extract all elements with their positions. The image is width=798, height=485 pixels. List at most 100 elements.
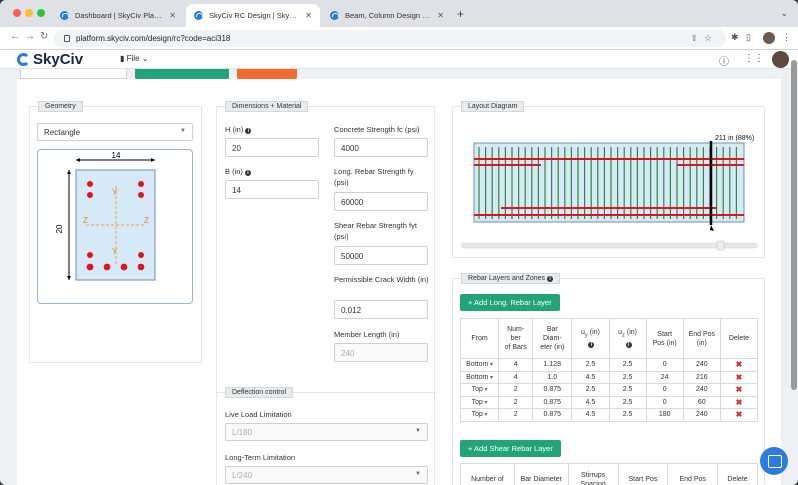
end-pos-cell[interactable]: 216 (682, 370, 721, 384)
delete-row-button[interactable]: ✖ (719, 358, 759, 372)
skyciv-logo-icon (17, 53, 30, 66)
position-slider-track[interactable] (460, 242, 758, 249)
delete-row-button[interactable]: ✖ (719, 370, 759, 384)
skyciv-logo[interactable]: SkyCiv (17, 51, 83, 68)
end-pos-cell[interactable]: 240 (682, 408, 721, 422)
number-of-bars-cell[interactable]: 2 (498, 408, 534, 422)
add-long-rebar-button[interactable]: + Add Long. Rebar Layer (460, 294, 560, 311)
uy-cell[interactable]: 2.5 (571, 358, 610, 372)
extensions-icon[interactable]: ✱ (731, 32, 739, 42)
forward-icon[interactable]: → (25, 31, 35, 42)
top-green-button-partial[interactable] (135, 69, 229, 79)
table-row: Top ▾ 2 0.875 4.5 2.5 0 60 ✖ (459, 395, 759, 409)
delete-row-button[interactable]: ✖ (719, 383, 759, 397)
uz-cell[interactable]: 2.5 (608, 358, 647, 372)
info-icon[interactable]: i (244, 170, 251, 176)
minimize-window-button[interactable] (25, 9, 33, 17)
cursor-position-label: 211 in (88%) (715, 135, 754, 142)
h-input[interactable]: 20 (225, 138, 319, 157)
fyt-input[interactable]: 50000 (334, 246, 428, 265)
top-field-partial[interactable] (20, 69, 127, 79)
b-input[interactable]: 14 (225, 180, 319, 199)
delete-icon[interactable]: ✖ (735, 360, 743, 370)
bar-diameter-cell[interactable]: 1.0 (532, 370, 573, 384)
fc-input[interactable]: 4000 (334, 138, 428, 157)
z-axis-label: Z (144, 216, 149, 225)
fy-input[interactable]: 60000 (334, 192, 428, 211)
close-tab-icon[interactable]: ✕ (437, 11, 444, 20)
bar-diameter-cell[interactable]: 0.875 (532, 408, 573, 422)
number-of-bars-cell[interactable]: 2 (498, 395, 534, 409)
number-of-bars-cell[interactable]: 4 (498, 370, 534, 384)
share-star-icons[interactable]: ⇪☆ (690, 33, 718, 43)
delete-icon[interactable]: ✖ (735, 410, 743, 420)
info-icon[interactable]: i (547, 276, 554, 282)
side-panel-icon[interactable]: ▯ (746, 32, 751, 42)
end-pos-cell[interactable]: 240 (682, 358, 721, 372)
from-select[interactable]: Top ▾ (459, 408, 500, 422)
bar-diameter-cell[interactable]: 1.128 (532, 358, 573, 372)
delete-icon[interactable]: ✖ (735, 397, 743, 407)
from-select[interactable]: Bottom ▾ (459, 370, 500, 384)
close-window-button[interactable] (13, 9, 21, 17)
long-rebar-rows: Bottom ▾ 4 1.128 2.5 2.5 0 240 ✖ Bottom ▾ 4 1.0 4.5… (459, 358, 759, 422)
delete-icon[interactable]: ✖ (735, 372, 743, 382)
maximize-window-button[interactable] (37, 9, 45, 17)
deflection-panel: Deflection control Live Load Limitation … (216, 387, 435, 485)
from-select[interactable]: Top ▾ (459, 395, 500, 409)
chevron-down-icon: ▾ (482, 387, 488, 394)
tab-beam-column[interactable]: Beam, Column Design – Standa ✕ (322, 4, 452, 27)
member-length-input: 240 (334, 343, 428, 362)
from-select[interactable]: Bottom ▾ (459, 358, 500, 372)
info-icon[interactable]: i (625, 342, 632, 349)
profile-avatar-icon[interactable] (763, 32, 775, 44)
info-icon[interactable]: i (245, 128, 252, 134)
tab-search-chevron-icon[interactable]: ⌄ (780, 8, 788, 18)
bar-diameter-cell[interactable]: 0.875 (532, 383, 573, 397)
add-shear-rebar-button[interactable]: + Add Shear Rebar Layer (460, 440, 561, 457)
new-tab-icon[interactable]: + (457, 7, 465, 21)
crack-input[interactable]: 0.012 (334, 300, 428, 319)
uy-cell[interactable]: 4.5 (571, 370, 610, 384)
user-avatar[interactable] (772, 51, 789, 68)
help-icon[interactable]: ⓘ (719, 57, 729, 68)
uy-cell[interactable]: 4.5 (571, 395, 610, 409)
reload-icon[interactable]: ↻ (40, 31, 49, 42)
address-bar[interactable]: platform.skyciv.com/design/rc?code=aci31… (54, 30, 726, 47)
tab-dashboard[interactable]: Dashboard | SkyCiv Platform ✕ (52, 4, 184, 27)
position-slider-handle[interactable] (716, 240, 725, 251)
close-tab-icon[interactable]: ✕ (305, 11, 312, 20)
number-of-bars-cell[interactable]: 2 (498, 383, 534, 397)
file-menu[interactable]: ▮ File ⌄ (120, 54, 149, 63)
info-icon[interactable]: i (588, 342, 595, 349)
back-icon[interactable]: ← (10, 31, 20, 42)
from-select[interactable]: Top ▾ (459, 383, 500, 397)
delete-icon[interactable]: ✖ (735, 385, 743, 395)
tab-rc-design[interactable]: SkyCiv RC Design | SkyCiv Platform ✕ (186, 4, 320, 27)
close-tab-icon[interactable]: ✕ (169, 11, 176, 20)
start-pos-cell[interactable]: 0 (645, 395, 684, 409)
end-pos-cell[interactable]: 240 (682, 383, 721, 397)
start-pos-cell[interactable]: 24 (645, 370, 684, 384)
uz-cell[interactable]: 2.5 (608, 408, 647, 422)
page-scrollbar[interactable] (791, 60, 797, 390)
uy-cell[interactable]: 2.5 (571, 383, 610, 397)
uz-cell[interactable]: 2.5 (608, 395, 647, 409)
apps-grid-icon[interactable]: ⋮⋮ (744, 53, 764, 64)
start-pos-cell[interactable]: 180 (645, 408, 684, 422)
shape-select[interactable]: Rectangle ▼ (37, 123, 193, 141)
number-of-bars-cell[interactable]: 4 (498, 358, 534, 372)
top-orange-button-partial[interactable] (237, 69, 297, 79)
app-page: SkyCiv ▮ File ⌄ ⓘ ⋮⋮ Geometry Rectangle … (0, 50, 798, 485)
start-pos-cell[interactable]: 0 (645, 358, 684, 372)
end-pos-cell[interactable]: 60 (682, 395, 721, 409)
delete-row-button[interactable]: ✖ (719, 395, 759, 409)
uz-cell[interactable]: 2.5 (608, 370, 647, 384)
bar-diameter-cell[interactable]: 0.875 (532, 395, 573, 409)
start-pos-cell[interactable]: 0 (645, 383, 684, 397)
browser-menu-icon[interactable]: ⋮ (782, 32, 791, 42)
chat-support-button[interactable] (760, 447, 788, 475)
uy-cell[interactable]: 4.5 (571, 408, 610, 422)
uz-cell[interactable]: 2.5 (608, 383, 647, 397)
delete-row-button[interactable]: ✖ (719, 408, 759, 422)
